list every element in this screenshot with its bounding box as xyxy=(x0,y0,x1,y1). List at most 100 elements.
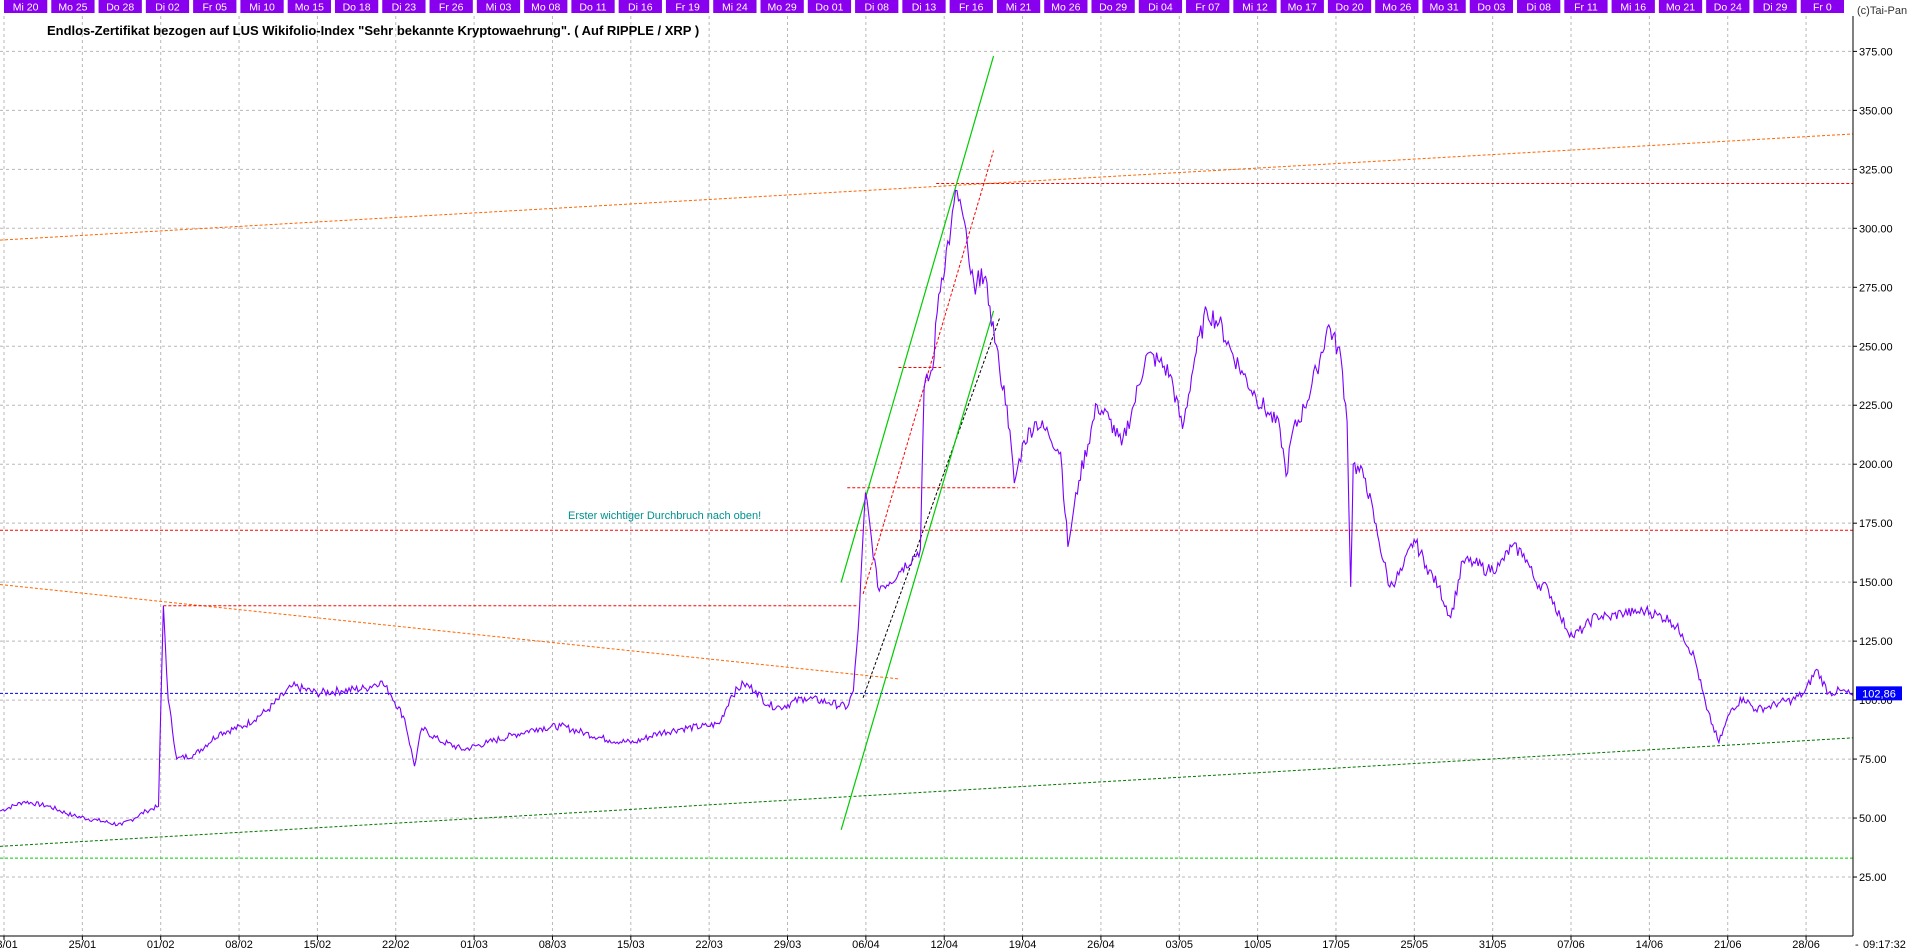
top-date-box xyxy=(287,0,331,13)
top-date-label: Mi 16 xyxy=(1620,2,1646,14)
x-tick-label: 29/03 xyxy=(774,939,802,951)
y-tick-label: 300.00 xyxy=(1859,223,1893,235)
x-tick-label: 08/02 xyxy=(225,939,253,951)
top-date-box xyxy=(145,0,190,13)
x-tick-label: 17/05 xyxy=(1322,939,1350,951)
price-series xyxy=(0,189,1854,827)
y-tick-label: 150.00 xyxy=(1859,577,1893,589)
top-date-box xyxy=(618,0,662,13)
top-date-label: Do 20 xyxy=(1336,2,1364,14)
y-tick-label: 200.00 xyxy=(1859,459,1893,471)
y-tick-label: 225.00 xyxy=(1859,400,1893,412)
top-date-box xyxy=(996,0,1041,13)
top-date-box xyxy=(571,0,615,13)
x-tick-label: 19/04 xyxy=(1009,939,1037,951)
top-date-label: Di 16 xyxy=(628,2,653,14)
top-date-label: Di 08 xyxy=(1526,2,1551,14)
top-date-label: Fr 16 xyxy=(959,2,984,14)
top-date-box xyxy=(1044,0,1088,13)
x-tick-label: 22/03 xyxy=(695,939,723,951)
x-tick-label: 15/02 xyxy=(304,939,332,951)
top-date-box xyxy=(1753,0,1797,13)
last-value-box xyxy=(1856,686,1902,701)
top-date-label: Do 03 xyxy=(1477,2,1505,14)
top-date-label: Do 28 xyxy=(106,2,134,14)
grid xyxy=(0,16,1853,936)
top-date-box xyxy=(1138,0,1183,13)
top-date-label: Mo 15 xyxy=(295,2,324,14)
top-date-label: Fr 05 xyxy=(203,2,228,14)
x-tick-label: 01/03 xyxy=(460,939,488,951)
x-tick-label: 31/05 xyxy=(1479,939,1507,951)
trend-line-12 xyxy=(862,317,1001,698)
top-date-box xyxy=(1658,0,1703,13)
top-date-label: Di 02 xyxy=(155,2,180,14)
top-date-label: Mi 03 xyxy=(486,2,512,14)
y-tick-label: 175.00 xyxy=(1859,518,1893,530)
x-tick-label: 08/03 xyxy=(539,939,567,951)
top-date-box xyxy=(334,0,379,13)
top-date-box xyxy=(193,0,237,13)
top-date-label: Di 13 xyxy=(912,2,937,14)
top-date-box xyxy=(524,0,568,13)
y-tick-label: 350.00 xyxy=(1859,105,1893,117)
axis-end-marker: - xyxy=(1855,939,1859,951)
top-date-label: Do 18 xyxy=(343,2,371,14)
top-date-box xyxy=(1564,0,1608,13)
top-date-box xyxy=(1469,0,1514,13)
top-date-label: Mo 26 xyxy=(1382,2,1411,14)
trend-line-14 xyxy=(840,310,995,831)
top-date-label: Di 29 xyxy=(1763,2,1788,14)
top-date-box xyxy=(98,0,142,13)
x-tick-label: 22/02 xyxy=(382,939,410,951)
top-date-box xyxy=(1233,0,1277,13)
series-line-1 xyxy=(0,189,1854,827)
x-tick-label: 18/01 xyxy=(0,939,18,951)
top-date-box xyxy=(1517,0,1561,13)
trend-line-13 xyxy=(840,55,995,583)
top-date-box xyxy=(1091,0,1135,13)
x-tick-label: 21/06 xyxy=(1714,939,1742,951)
trend-line-4 xyxy=(0,133,1854,241)
x-tick-label: 28/06 xyxy=(1792,939,1820,951)
x-tick-label: 15/03 xyxy=(617,939,645,951)
top-date-box xyxy=(760,0,804,13)
y-tick-label: 275.00 xyxy=(1859,282,1893,294)
top-date-label: Fr 26 xyxy=(439,2,464,14)
y-tick-label: 375.00 xyxy=(1859,46,1893,58)
top-date-box xyxy=(855,0,899,13)
top-date-label: Mo 31 xyxy=(1430,2,1459,14)
top-date-box xyxy=(1611,0,1655,13)
top-date-label: Mo 25 xyxy=(58,2,87,14)
x-tick-label: 03/05 xyxy=(1165,939,1193,951)
top-date-box xyxy=(476,0,521,13)
x-tick-label: 01/02 xyxy=(147,939,175,951)
top-date-label: Fr 19 xyxy=(675,2,700,14)
x-tick-label: 12/04 xyxy=(930,939,958,951)
top-date-box xyxy=(1706,0,1750,13)
top-date-box xyxy=(429,0,473,13)
top-date-box xyxy=(240,0,284,13)
top-date-label: Mo 17 xyxy=(1288,2,1317,14)
trend-lines xyxy=(0,55,1854,859)
y-tick-label: 125.00 xyxy=(1859,636,1893,648)
x-tick-label: 14/06 xyxy=(1636,939,1664,951)
top-date-label: Mo 08 xyxy=(531,2,560,14)
x-tick-label: 26/04 xyxy=(1087,939,1115,951)
x-tick-label: 07/06 xyxy=(1557,939,1585,951)
top-date-label: Di 23 xyxy=(392,2,417,14)
top-date-label: Fr 07 xyxy=(1195,2,1220,14)
x-tick-label: 06/04 xyxy=(852,939,880,951)
top-date-label: Mi 12 xyxy=(1242,2,1268,14)
annotation-text: Erster wichtiger Durchbruch nach oben! xyxy=(568,510,761,522)
top-date-box xyxy=(902,0,946,13)
chart-title: Endlos-Zertifikat bezogen auf LUS Wikifo… xyxy=(47,23,699,38)
top-date-box xyxy=(807,0,852,13)
copyright-label: (c)Tai-Pan xyxy=(1857,5,1907,17)
trend-line-5 xyxy=(0,584,899,680)
top-date-label: Mo 21 xyxy=(1666,2,1695,14)
top-date-label: Di 04 xyxy=(1148,2,1173,14)
top-date-box xyxy=(1422,0,1466,13)
y-tick-label: 25.00 xyxy=(1859,872,1887,884)
